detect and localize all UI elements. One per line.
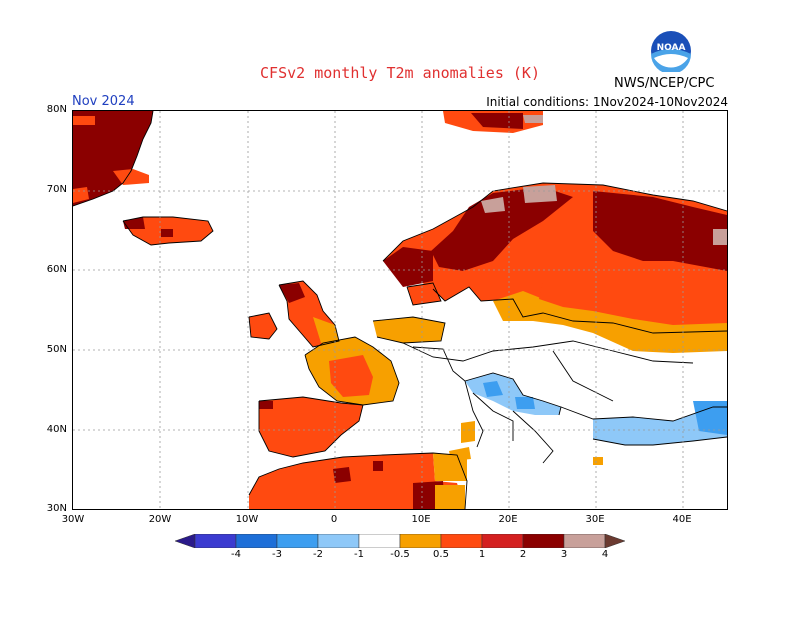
lon-label-30w: 30W xyxy=(61,514,85,525)
lat-label-80n: 80N xyxy=(46,104,67,115)
region-greenland xyxy=(73,111,153,206)
lat-label-60n: 60N xyxy=(46,264,67,275)
forecast-month: Nov 2024 xyxy=(72,94,135,109)
colorbar-segment xyxy=(175,534,196,548)
anomaly-map xyxy=(72,110,728,510)
colorbar-segment xyxy=(235,534,278,548)
lat-label-70n: 70N xyxy=(46,184,67,195)
lat-label-30n: 30N xyxy=(46,503,67,514)
agency-label: NWS/NCEP/CPC xyxy=(614,76,715,91)
initial-conditions: Initial conditions: 1Nov2024-10Nov2024 xyxy=(486,95,728,109)
gridlines xyxy=(73,111,727,509)
lon-label-40e: 40E xyxy=(672,514,692,525)
region-north-africa xyxy=(249,453,467,509)
coastlines xyxy=(73,111,727,509)
colorbar-segment xyxy=(317,534,360,548)
colorbar-segment xyxy=(440,534,483,548)
region-eastern-europe xyxy=(493,271,727,353)
colorbar-label: 3 xyxy=(560,549,568,560)
colorbar-segment xyxy=(522,534,565,548)
lon-label-0: 0 xyxy=(330,514,338,525)
lon-label-30e: 30E xyxy=(585,514,605,525)
colorbar-segment xyxy=(194,534,237,548)
lon-label-10w: 10W xyxy=(235,514,259,525)
colorbar-label: -3 xyxy=(272,549,282,560)
colorbar-segment xyxy=(276,534,319,548)
lon-label-20e: 20E xyxy=(498,514,518,525)
colorbar-label: -2 xyxy=(313,549,323,560)
colorbar-label: 1 xyxy=(478,549,486,560)
colorbar-segment xyxy=(563,534,606,548)
svg-text:NOAA: NOAA xyxy=(657,43,686,53)
lat-label-40n: 40N xyxy=(46,424,67,435)
colorbar-segment xyxy=(481,534,524,548)
map-title: CFSv2 monthly T2m anomalies (K) xyxy=(260,64,540,82)
colorbar-label: -0.5 xyxy=(390,549,410,560)
colorbar-segment xyxy=(399,534,442,548)
lon-label-10e: 10E xyxy=(411,514,431,525)
lat-label-50n: 50N xyxy=(46,344,67,355)
region-balkans-cool xyxy=(465,373,561,415)
colorbar-label: 2 xyxy=(519,549,527,560)
region-iberia xyxy=(259,397,363,457)
colorbar-label: -1 xyxy=(354,549,364,560)
colorbar-label: 4 xyxy=(601,549,609,560)
colorbar-segment xyxy=(604,534,625,548)
region-turkey-cool xyxy=(593,401,727,445)
colorbar-label: 0.5 xyxy=(433,549,449,560)
region-france xyxy=(305,337,399,405)
lon-label-20w: 20W xyxy=(148,514,172,525)
colorbar-segment xyxy=(358,534,401,548)
noaa-logo: NOAA xyxy=(651,31,691,72)
region-svalbard xyxy=(443,111,543,133)
colorbar-label: -4 xyxy=(231,549,241,560)
colorbar xyxy=(175,534,625,548)
region-uk-ireland xyxy=(249,281,339,347)
